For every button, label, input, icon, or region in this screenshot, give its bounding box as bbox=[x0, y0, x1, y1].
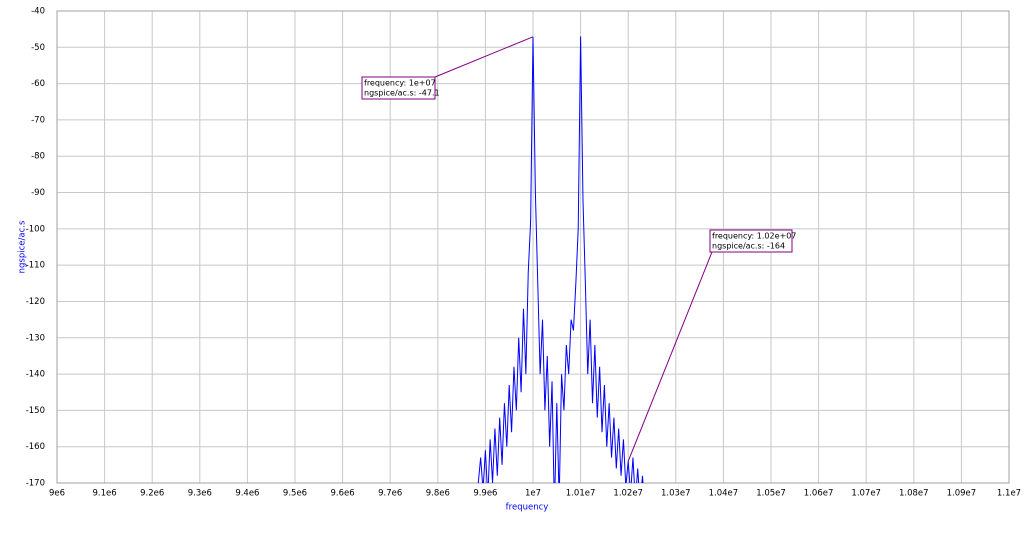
y-tick-label: -60 bbox=[31, 79, 45, 89]
y-axis-title: ngspice/ac.s bbox=[18, 220, 28, 273]
x-tick-label: 9.3e6 bbox=[188, 489, 212, 499]
y-tick-label: -50 bbox=[31, 43, 45, 53]
annotation-leader bbox=[627, 251, 713, 462]
x-tick-label: 1.09e7 bbox=[947, 489, 977, 499]
y-tick-label: -100 bbox=[26, 224, 45, 234]
plot-border bbox=[56, 10, 1010, 484]
x-tick-label: 1.01e7 bbox=[566, 489, 596, 499]
x-tick-label: 9.4e6 bbox=[235, 489, 259, 499]
x-tick-label: 9.7e6 bbox=[378, 489, 402, 499]
x-tick-label: 1.03e7 bbox=[661, 489, 691, 499]
x-tick-label: 1.07e7 bbox=[851, 489, 881, 499]
y-tick-label: -110 bbox=[26, 261, 45, 271]
annotation-text: ngspice/ac.s: -164 bbox=[712, 242, 785, 251]
x-axis-title: frequency bbox=[506, 503, 549, 513]
x-tick-label: 9.5e6 bbox=[283, 489, 307, 499]
x-tick-label: 1.05e7 bbox=[756, 489, 786, 499]
x-tick-label: 9e6 bbox=[49, 489, 65, 499]
x-tick-label: 9.8e6 bbox=[426, 489, 450, 499]
y-tick-label: -170 bbox=[26, 479, 45, 489]
x-tick-label: 9.9e6 bbox=[473, 489, 497, 499]
y-tick-label: -140 bbox=[26, 370, 45, 380]
y-tick-label: -90 bbox=[31, 188, 45, 198]
y-tick-label: -40 bbox=[31, 7, 45, 17]
x-tick-label: 1.1e7 bbox=[997, 489, 1021, 499]
x-tick-label: 9.1e6 bbox=[93, 489, 117, 499]
annotation-leader bbox=[434, 36, 534, 78]
y-tick-label: -150 bbox=[26, 406, 45, 416]
annotation-box bbox=[361, 76, 436, 100]
x-tick-label: 1.06e7 bbox=[804, 489, 834, 499]
y-tick-label: -160 bbox=[26, 442, 45, 452]
y-tick-label: -70 bbox=[31, 115, 45, 125]
annotation-text: frequency: 1.02e+07 bbox=[712, 232, 796, 241]
x-tick-label: 1.08e7 bbox=[899, 489, 929, 499]
x-tick-label: 1.02e7 bbox=[613, 489, 643, 499]
y-tick-label: -120 bbox=[26, 297, 45, 307]
y-tick-label: -80 bbox=[31, 152, 45, 162]
data-line bbox=[477, 36, 648, 483]
x-tick-label: 1e7 bbox=[525, 489, 541, 499]
x-tick-label: 9.2e6 bbox=[140, 489, 164, 499]
annotation-box bbox=[709, 229, 793, 253]
annotation-text: ngspice/ac.s: -47.1 bbox=[364, 89, 440, 98]
annotation-text: frequency: 1e+07 bbox=[364, 79, 436, 88]
x-tick-label: 9.6e6 bbox=[331, 489, 355, 499]
y-tick-label: -130 bbox=[26, 333, 45, 343]
x-tick-label: 1.04e7 bbox=[709, 489, 739, 499]
